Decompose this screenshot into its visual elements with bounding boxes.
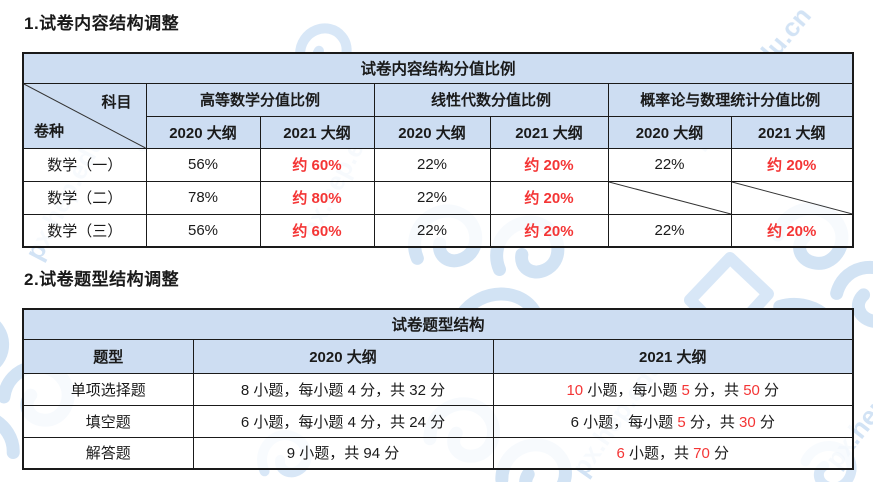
cell-text: 小题，共 <box>624 445 694 463</box>
cell-value-changed: 约 20% <box>489 180 609 215</box>
cell-value-changed: 约 20% <box>489 147 609 182</box>
cell-value: 22% <box>373 147 491 182</box>
changed-number: 6 <box>616 445 625 463</box>
row-label-multiple-choice: 单项选择题 <box>22 372 194 406</box>
cell-value: 22% <box>373 213 491 248</box>
subheader-2020: 2020 大纲 <box>145 115 261 149</box>
cell-text: 6 小题，每小题 <box>570 413 678 431</box>
column-header-2020: 2020 大纲 <box>192 338 494 374</box>
cell-2020-value: 9 小题，共 94 分 <box>192 436 494 470</box>
cell-text: 分，共 <box>685 413 740 431</box>
question-type-table: 试卷题型结构 题型 2020 大纲 2021 大纲 单项选择题 8 小题，每小题… <box>22 308 855 470</box>
cell-value-changed: 约 20% <box>489 213 609 248</box>
subheader-2021: 2021 大纲 <box>730 115 854 149</box>
cell-value: 56% <box>145 147 261 182</box>
cell-2020-value: 6 小题，每小题 4 分，共 24 分 <box>192 404 494 438</box>
cell-text: 小题，每小题 <box>583 381 682 399</box>
table-row: 数学（二） 78% 约 80% 22% 约 20% <box>22 180 854 215</box>
cell-value-changed: 约 20% <box>730 147 854 182</box>
subheader-2021: 2021 大纲 <box>259 115 375 149</box>
section1-heading: 1.试卷内容结构调整 <box>24 14 180 33</box>
table-row: 解答题 9 小题，共 94 分 6 小题，共 70 分 <box>22 436 854 470</box>
row-label-solution: 解答题 <box>22 436 194 470</box>
changed-number: 10 <box>566 381 584 399</box>
changed-number: 30 <box>739 413 756 431</box>
section2-heading: 2.试卷题型结构调整 <box>24 270 180 289</box>
table-row: 单项选择题 8 小题，每小题 4 分，共 32 分 10 小题，每小题 5 分，… <box>22 372 854 406</box>
cell-2021-value: 6 小题，每小题 5 分，共 30 分 <box>492 404 854 438</box>
changed-number: 5 <box>677 413 686 431</box>
cell-not-applicable <box>607 180 732 215</box>
subheader-2021: 2021 大纲 <box>489 115 609 149</box>
cell-value: 22% <box>607 213 732 248</box>
subheader-2020: 2020 大纲 <box>607 115 732 149</box>
cell-value: 78% <box>145 180 261 215</box>
cell-value-changed: 约 60% <box>259 147 375 182</box>
subheader-2020: 2020 大纲 <box>373 115 491 149</box>
row-label-fill-blank: 填空题 <box>22 404 194 438</box>
cell-value-changed: 约 20% <box>730 213 854 248</box>
table1-title: 试卷内容结构分值比例 <box>22 52 854 84</box>
table2-title: 试卷题型结构 <box>22 308 854 340</box>
cell-value: 56% <box>145 213 261 248</box>
corner-label-subject: 科目 <box>101 93 132 111</box>
table-row: 填空题 6 小题，每小题 4 分，共 24 分 6 小题，每小题 5 分，共 3… <box>22 404 854 438</box>
cell-2021-value: 6 小题，共 70 分 <box>492 436 854 470</box>
table1-corner-cell: 科目 卷种 <box>22 82 147 149</box>
cell-text: 分，共 <box>689 381 744 399</box>
cell-value-changed: 约 60% <box>259 213 375 248</box>
group-header-advanced-math: 高等数学分值比例 <box>145 82 375 117</box>
column-header-type: 题型 <box>22 338 194 374</box>
cell-text: 分 <box>759 381 780 399</box>
table-row: 数学（一） 56% 约 60% 22% 约 20% 22% 约 20% <box>22 147 854 182</box>
changed-number: 5 <box>681 381 690 399</box>
row-label-math3: 数学（三） <box>22 213 147 248</box>
row-label-math2: 数学（二） <box>22 180 147 215</box>
table-row: 数学（三） 56% 约 60% 22% 约 20% 22% 约 20% <box>22 213 854 248</box>
column-header-2021: 2021 大纲 <box>492 338 854 374</box>
group-header-linear-algebra: 线性代数分值比例 <box>373 82 609 117</box>
group-header-probability: 概率论与数理统计分值比例 <box>607 82 854 117</box>
row-label-math1: 数学（一） <box>22 147 147 182</box>
cell-value-changed: 约 80% <box>259 180 375 215</box>
diagonal-line <box>609 182 731 214</box>
cell-text: 分 <box>709 445 730 463</box>
diagonal-line <box>732 182 853 214</box>
cell-value: 22% <box>607 147 732 182</box>
cell-value: 22% <box>373 180 491 215</box>
cell-text: 分 <box>755 413 775 431</box>
changed-number: 50 <box>743 381 760 399</box>
changed-number: 70 <box>693 445 710 463</box>
cell-2021-value: 10 小题，每小题 5 分，共 50 分 <box>492 372 854 406</box>
content-structure-table: 试卷内容结构分值比例 科目 卷种 高等数学分值比例 线性代数分值比例 概率论与数… <box>22 52 855 248</box>
cell-not-applicable <box>730 180 854 215</box>
corner-label-paper: 卷种 <box>34 122 65 140</box>
cell-2020-value: 8 小题，每小题 4 分，共 32 分 <box>192 372 494 406</box>
